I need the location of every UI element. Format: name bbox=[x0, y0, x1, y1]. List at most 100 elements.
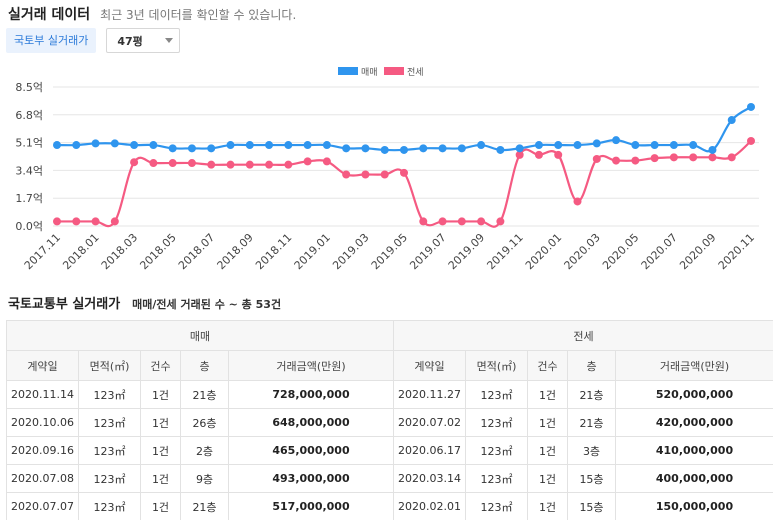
data-point-jeonse bbox=[708, 153, 717, 162]
data-point-sale bbox=[708, 145, 717, 154]
sale-cell-count: 1건 bbox=[140, 492, 181, 520]
jeonse-col-area: 면적(㎡) bbox=[465, 350, 528, 381]
jeonse-cell-area: 123㎡ bbox=[465, 464, 528, 493]
jeonse-col-floor: 층 bbox=[567, 350, 616, 381]
data-point-jeonse bbox=[187, 159, 196, 168]
data-point-jeonse bbox=[284, 160, 293, 169]
jeonse-cell-date: 2020.07.02 bbox=[393, 408, 466, 437]
sale-col-floor: 층 bbox=[180, 350, 229, 381]
data-point-jeonse bbox=[515, 150, 524, 159]
data-point-sale bbox=[419, 144, 428, 153]
data-point-jeonse bbox=[207, 160, 216, 169]
sale-cell-floor: 21층 bbox=[180, 492, 229, 520]
jeonse-cell-area: 123㎡ bbox=[465, 408, 528, 437]
data-point-sale bbox=[284, 141, 293, 150]
legend-swatch bbox=[384, 67, 404, 75]
x-tick-label: 2020.09 bbox=[677, 231, 718, 272]
data-point-sale bbox=[689, 141, 698, 150]
data-point-sale bbox=[245, 141, 254, 150]
data-point-jeonse bbox=[130, 158, 139, 167]
table-row: 2020.09.16 123㎡ 1건 2층 465,000,000 2020.06.17 1… bbox=[6, 436, 773, 465]
data-point-sale bbox=[226, 141, 235, 150]
data-point-sale bbox=[496, 145, 505, 154]
sale-cell-count: 1건 bbox=[140, 380, 181, 409]
jeonse-cell-area: 123㎡ bbox=[465, 492, 528, 520]
x-tick-label: 2019.07 bbox=[407, 231, 448, 272]
data-point-sale bbox=[554, 141, 563, 150]
header: 실거래 데이터 최근 3년 데이터를 확인할 수 있습니다. bbox=[8, 4, 296, 26]
data-point-jeonse bbox=[91, 217, 100, 226]
jeonse-cell-amount: 420,000,000 bbox=[615, 408, 773, 437]
data-point-jeonse bbox=[265, 160, 274, 169]
data-point-jeonse bbox=[380, 170, 389, 179]
controls-bar: 국토부 실거래가 47평 bbox=[6, 28, 181, 53]
x-tick-label: 2018.05 bbox=[137, 231, 178, 272]
sale-cell-floor: 21층 bbox=[180, 380, 229, 409]
source-button[interactable]: 국토부 실거래가 bbox=[6, 28, 97, 53]
data-point-jeonse bbox=[149, 159, 158, 168]
sale-cell-area: 123㎡ bbox=[78, 464, 141, 493]
jeonse-col-amount: 거래금액(만원) bbox=[615, 350, 773, 381]
sale-cell-floor: 2층 bbox=[180, 436, 229, 465]
x-tick-label: 2018.01 bbox=[60, 231, 101, 272]
sale-cell-amount: 493,000,000 bbox=[228, 464, 394, 493]
jeonse-cell-amount: 410,000,000 bbox=[615, 436, 773, 465]
data-point-sale bbox=[72, 141, 81, 150]
x-tick-label: 2020.01 bbox=[523, 231, 564, 272]
transactions-table: 매매 전세 계약일 면적(㎡) 건수 층 거래금액(만원) 계약일 면적(㎡) 건수 층 거래금액… bbox=[6, 320, 773, 520]
data-point-jeonse bbox=[438, 217, 447, 226]
legend-swatch bbox=[338, 67, 358, 75]
chevron-down-icon[interactable] bbox=[165, 38, 174, 43]
sale-cell-count: 1건 bbox=[140, 464, 181, 493]
data-point-sale bbox=[265, 141, 274, 150]
table-row: 2020.10.06 123㎡ 1건 26층 648,000,000 2020.07.02… bbox=[6, 408, 773, 437]
jeonse-cell-count: 1건 bbox=[527, 464, 568, 493]
jeonse-cell-count: 1건 bbox=[527, 436, 568, 465]
sale-col-amount: 거래금액(만원) bbox=[228, 350, 394, 381]
x-tick-label: 2019.11 bbox=[484, 231, 525, 272]
data-point-jeonse bbox=[457, 217, 466, 226]
data-point-sale bbox=[380, 145, 389, 154]
data-point-jeonse bbox=[245, 160, 254, 169]
sale-cell-amount: 728,000,000 bbox=[228, 380, 394, 409]
section-summary: 매매/전세 거래된 수 ~ 총 53건 bbox=[132, 298, 282, 311]
jeonse-cell-floor: 15층 bbox=[567, 464, 616, 493]
x-tick-label: 2019.01 bbox=[292, 231, 333, 272]
x-tick-label: 2019.09 bbox=[446, 231, 487, 272]
jeonse-cell-amount: 150,000,000 bbox=[615, 492, 773, 520]
data-point-jeonse bbox=[689, 153, 698, 162]
jeonse-cell-amount: 400,000,000 bbox=[615, 464, 773, 493]
data-point-jeonse bbox=[650, 154, 659, 163]
sale-cell-area: 123㎡ bbox=[78, 492, 141, 520]
sale-cell-date: 2020.07.07 bbox=[6, 492, 79, 520]
jeonse-cell-area: 123㎡ bbox=[465, 380, 528, 409]
data-point-sale bbox=[53, 141, 61, 150]
data-point-sale bbox=[747, 102, 755, 111]
data-point-sale bbox=[727, 116, 736, 125]
jeonse-col-count: 건수 bbox=[527, 350, 568, 381]
jeonse-cell-amount: 520,000,000 bbox=[615, 380, 773, 409]
x-tick-label: 2018.09 bbox=[215, 231, 256, 272]
data-point-jeonse bbox=[226, 160, 235, 169]
y-tick-label: 5.1억 bbox=[15, 137, 43, 150]
data-point-sale bbox=[457, 144, 466, 153]
sale-cell-count: 1건 bbox=[140, 408, 181, 437]
data-point-jeonse bbox=[168, 159, 177, 168]
data-point-sale bbox=[631, 141, 640, 150]
x-tick-label: 2019.03 bbox=[330, 231, 371, 272]
section-title: 국토교통부 실거래가 bbox=[8, 297, 121, 312]
data-point-jeonse bbox=[419, 217, 428, 226]
jeonse-cell-floor: 21층 bbox=[567, 380, 616, 409]
x-tick-label: 2018.03 bbox=[99, 231, 140, 272]
data-point-sale bbox=[612, 136, 621, 145]
x-tick-label: 2018.11 bbox=[253, 231, 294, 272]
data-point-jeonse bbox=[361, 170, 370, 179]
sale-col-date: 계약일 bbox=[6, 350, 79, 381]
jeonse-cell-area: 123㎡ bbox=[465, 436, 528, 465]
section-header: 국토교통부 실거래가 매매/전세 거래된 수 ~ 총 53건 bbox=[8, 293, 281, 312]
jeonse-cell-date: 2020.11.27 bbox=[393, 380, 466, 409]
data-point-jeonse bbox=[669, 153, 678, 162]
x-tick-label: 2017.11 bbox=[22, 231, 63, 272]
size-select[interactable]: 47평 bbox=[106, 28, 181, 53]
data-point-sale bbox=[592, 139, 601, 148]
